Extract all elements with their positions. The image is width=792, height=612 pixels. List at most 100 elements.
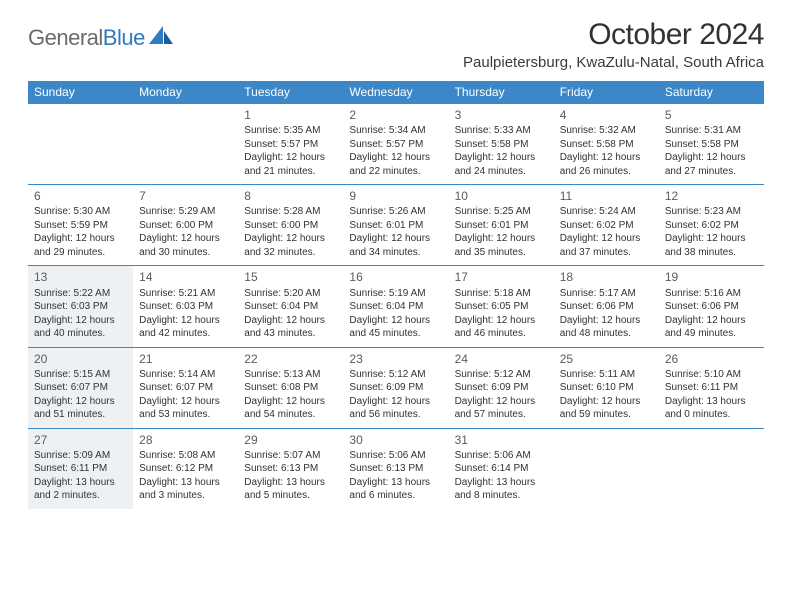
- sunset-line: Sunset: 6:09 PM: [349, 381, 442, 395]
- sunrise-line: Sunrise: 5:11 AM: [560, 368, 653, 382]
- daylight-line: Daylight: 12 hours and 56 minutes.: [349, 395, 442, 422]
- sunset-line: Sunset: 5:58 PM: [560, 138, 653, 152]
- day-number: 26: [665, 351, 758, 367]
- sunset-line: Sunset: 5:57 PM: [244, 138, 337, 152]
- daylight-line: Daylight: 12 hours and 48 minutes.: [560, 314, 653, 341]
- sunrise-line: Sunrise: 5:29 AM: [139, 205, 232, 219]
- brand-blue: Blue: [103, 25, 145, 50]
- sunset-line: Sunset: 6:10 PM: [560, 381, 653, 395]
- sunset-line: Sunset: 5:58 PM: [665, 138, 758, 152]
- sunset-line: Sunset: 6:04 PM: [349, 300, 442, 314]
- sunrise-line: Sunrise: 5:31 AM: [665, 124, 758, 138]
- day-number: 16: [349, 269, 442, 285]
- sunset-line: Sunset: 6:06 PM: [665, 300, 758, 314]
- sunset-line: Sunset: 6:01 PM: [455, 219, 548, 233]
- sunrise-line: Sunrise: 5:24 AM: [560, 205, 653, 219]
- empty-cell: [28, 104, 133, 184]
- sunrise-line: Sunrise: 5:22 AM: [34, 287, 127, 301]
- day-cell: 20Sunrise: 5:15 AMSunset: 6:07 PMDayligh…: [28, 348, 133, 428]
- sunrise-line: Sunrise: 5:06 AM: [349, 449, 442, 463]
- sunrise-line: Sunrise: 5:14 AM: [139, 368, 232, 382]
- day-cell: 17 Sunrise: 5:18 AMSunset: 6:05 PMDayligh…: [449, 266, 554, 346]
- sunset-line: Sunset: 6:13 PM: [244, 462, 337, 476]
- sunrise-line: Sunrise: 5:16 AM: [665, 287, 758, 301]
- location-subtitle: Paulpietersburg, KwaZulu-Natal, South Af…: [463, 54, 764, 71]
- sunset-line: Sunset: 5:59 PM: [34, 219, 127, 233]
- brand-logo: GeneralBlue: [28, 18, 175, 51]
- day-cell: 11Sunrise: 5:24 AMSunset: 6:02 PMDayligh…: [554, 185, 659, 265]
- daylight-line: Daylight: 12 hours and 37 minutes.: [560, 232, 653, 259]
- sunset-line: Sunset: 6:00 PM: [139, 219, 232, 233]
- sunset-line: Sunset: 5:58 PM: [455, 138, 548, 152]
- day-cell: 27Sunrise: 5:09 AMSunset: 6:11 PMDayligh…: [28, 429, 133, 509]
- day-cell: 12Sunrise: 5:23 AMSunset: 6:02 PMDayligh…: [659, 185, 764, 265]
- sunset-line: Sunset: 6:06 PM: [560, 300, 653, 314]
- sunset-line: Sunset: 6:07 PM: [139, 381, 232, 395]
- sunset-line: Sunset: 6:07 PM: [34, 381, 127, 395]
- day-number: 18: [560, 269, 653, 285]
- day-number: 9: [349, 188, 442, 204]
- day-number: 24: [455, 351, 548, 367]
- daylight-line: Daylight: 12 hours and 59 minutes.: [560, 395, 653, 422]
- daylight-line: Daylight: 12 hours and 42 minutes.: [139, 314, 232, 341]
- day-number: 31: [455, 432, 548, 448]
- daylight-line: Daylight: 12 hours and 45 minutes.: [349, 314, 442, 341]
- daylight-line: Daylight: 12 hours and 22 minutes.: [349, 151, 442, 178]
- sunset-line: Sunset: 6:02 PM: [665, 219, 758, 233]
- empty-cell: [554, 429, 659, 509]
- daylight-line: Daylight: 12 hours and 26 minutes.: [560, 151, 653, 178]
- day-number: 25: [560, 351, 653, 367]
- daylight-line: Daylight: 12 hours and 46 minutes.: [455, 314, 548, 341]
- sunrise-line: Sunrise: 5:13 AM: [244, 368, 337, 382]
- sunrise-line: Sunrise: 5:32 AM: [560, 124, 653, 138]
- day-number: 10: [455, 188, 548, 204]
- sunset-line: Sunset: 6:03 PM: [139, 300, 232, 314]
- day-cell: 10Sunrise: 5:25 AMSunset: 6:01 PMDayligh…: [449, 185, 554, 265]
- day-cell: 14 Sunrise: 5:21 AMSunset: 6:03 PMDayligh…: [133, 266, 238, 346]
- calendar-page: GeneralBlue October 2024 Paulpietersburg…: [0, 0, 792, 509]
- dow-monday: Monday: [133, 81, 238, 104]
- sunrise-line: Sunrise: 5:21 AM: [139, 287, 232, 301]
- day-cell: 25Sunrise: 5:11 AMSunset: 6:10 PMDayligh…: [554, 348, 659, 428]
- dow-saturday: Saturday: [659, 81, 764, 104]
- day-cell: 4Sunrise: 5:32 AMSunset: 5:58 PMDaylight…: [554, 104, 659, 184]
- dow-thursday: Thursday: [449, 81, 554, 104]
- sunrise-line: Sunrise: 5:06 AM: [455, 449, 548, 463]
- day-cell: 21Sunrise: 5:14 AMSunset: 6:07 PMDayligh…: [133, 348, 238, 428]
- calendar-grid: Sunday Monday Tuesday Wednesday Thursday…: [28, 81, 764, 509]
- week-row: 6Sunrise: 5:30 AMSunset: 5:59 PMDaylight…: [28, 185, 764, 266]
- daylight-line: Daylight: 13 hours and 8 minutes.: [455, 476, 548, 503]
- day-cell: 29Sunrise: 5:07 AMSunset: 6:13 PMDayligh…: [238, 429, 343, 509]
- day-number: 17: [455, 269, 548, 285]
- sunrise-line: Sunrise: 5:23 AM: [665, 205, 758, 219]
- day-cell: 15Sunrise: 5:20 AMSunset: 6:04 PMDayligh…: [238, 266, 343, 346]
- day-number: 3: [455, 107, 548, 123]
- sunrise-line: Sunrise: 5:12 AM: [349, 368, 442, 382]
- day-cell: 13Sunrise: 5:22 AMSunset: 6:03 PMDayligh…: [28, 266, 133, 346]
- daylight-line: Daylight: 12 hours and 21 minutes.: [244, 151, 337, 178]
- day-cell: 23Sunrise: 5:12 AMSunset: 6:09 PMDayligh…: [343, 348, 448, 428]
- dow-friday: Friday: [554, 81, 659, 104]
- day-number: 14: [139, 269, 232, 285]
- sunrise-line: Sunrise: 5:18 AM: [455, 287, 548, 301]
- day-cell: 31Sunrise: 5:06 AMSunset: 6:14 PMDayligh…: [449, 429, 554, 509]
- daylight-line: Daylight: 12 hours and 54 minutes.: [244, 395, 337, 422]
- day-number: 19: [665, 269, 758, 285]
- sunrise-line: Sunrise: 5:33 AM: [455, 124, 548, 138]
- day-number: 29: [244, 432, 337, 448]
- sunrise-line: Sunrise: 5:34 AM: [349, 124, 442, 138]
- day-number: 5: [665, 107, 758, 123]
- day-number: 8: [244, 188, 337, 204]
- day-cell: 18Sunrise: 5:17 AMSunset: 6:06 PMDayligh…: [554, 266, 659, 346]
- sunset-line: Sunset: 6:05 PM: [455, 300, 548, 314]
- sunrise-line: Sunrise: 5:26 AM: [349, 205, 442, 219]
- day-number: 15: [244, 269, 337, 285]
- day-number: 12: [665, 188, 758, 204]
- sunset-line: Sunset: 6:03 PM: [34, 300, 127, 314]
- empty-cell: [133, 104, 238, 184]
- day-number: 7: [139, 188, 232, 204]
- sunset-line: Sunset: 6:14 PM: [455, 462, 548, 476]
- sunrise-line: Sunrise: 5:28 AM: [244, 205, 337, 219]
- week-row: 1Sunrise: 5:35 AMSunset: 5:57 PMDaylight…: [28, 104, 764, 185]
- sunrise-line: Sunrise: 5:10 AM: [665, 368, 758, 382]
